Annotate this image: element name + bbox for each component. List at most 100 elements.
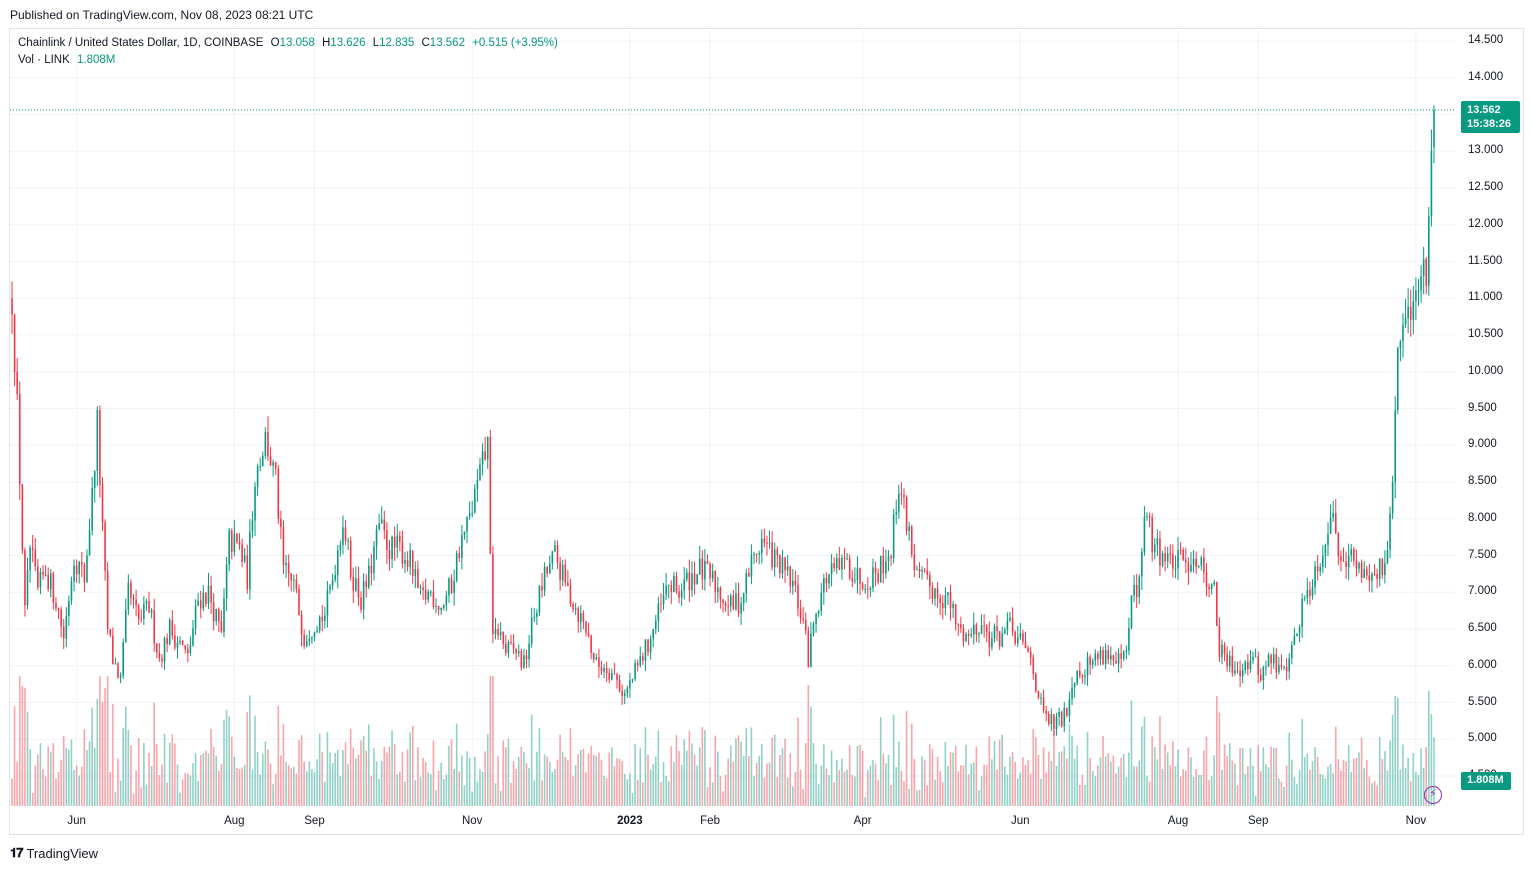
candle-body bbox=[530, 617, 533, 644]
volume-bar bbox=[579, 750, 582, 806]
volume-bar bbox=[882, 753, 885, 806]
volume-bar bbox=[148, 752, 150, 806]
candle-body bbox=[598, 657, 600, 668]
candle-body bbox=[934, 588, 936, 599]
volume-bar bbox=[47, 746, 49, 806]
candle-body bbox=[758, 553, 760, 555]
volume-bar bbox=[724, 774, 727, 806]
volume-bar bbox=[872, 760, 874, 806]
volume-bar bbox=[324, 781, 326, 806]
volume-bar bbox=[417, 747, 419, 806]
candle-body bbox=[1120, 653, 1122, 659]
candle-body bbox=[65, 615, 68, 639]
volume-bar bbox=[1241, 748, 1244, 806]
volume-bar bbox=[259, 774, 262, 806]
volume-bar bbox=[908, 788, 910, 806]
volume-bar bbox=[1397, 697, 1399, 806]
candle-body bbox=[1004, 629, 1006, 634]
volume-bar bbox=[505, 747, 507, 806]
candle-body bbox=[1241, 670, 1244, 677]
candle-body bbox=[83, 564, 86, 582]
volume-bar bbox=[1166, 752, 1169, 806]
candle-body bbox=[202, 592, 205, 609]
volume-bar bbox=[1190, 757, 1192, 806]
volume-bar bbox=[357, 754, 360, 806]
volume-bar bbox=[722, 791, 724, 806]
candle-body bbox=[967, 634, 970, 636]
volume-bar bbox=[613, 766, 616, 806]
candle-body bbox=[1081, 675, 1084, 678]
candle-body bbox=[1347, 555, 1350, 567]
candle-body bbox=[1063, 708, 1066, 727]
volume-bar bbox=[189, 775, 192, 806]
volume-bar bbox=[1306, 753, 1309, 806]
volume-bar bbox=[1156, 759, 1159, 806]
candle-body bbox=[249, 531, 251, 590]
volume-bar bbox=[970, 763, 973, 806]
candle-body bbox=[745, 572, 748, 594]
candle-body bbox=[1210, 584, 1213, 589]
volume-bar bbox=[391, 730, 393, 806]
volume-bar bbox=[631, 793, 634, 806]
volume-bar bbox=[106, 676, 109, 806]
candle-body bbox=[554, 545, 556, 552]
volume-bar bbox=[378, 778, 380, 806]
volume-bar bbox=[1288, 732, 1291, 806]
volume-bar bbox=[980, 776, 983, 806]
candle-body bbox=[1107, 650, 1110, 660]
candle-body bbox=[626, 688, 629, 694]
volume-bar bbox=[799, 769, 802, 806]
candle-body bbox=[1252, 657, 1254, 661]
candle-body bbox=[411, 550, 414, 576]
y-tick-label: 7.500 bbox=[1468, 548, 1497, 561]
volume-bar bbox=[773, 734, 776, 806]
volume-bar bbox=[779, 755, 781, 806]
candle-body bbox=[1365, 569, 1368, 576]
volume-bar bbox=[349, 728, 352, 806]
lightning-icon[interactable]: ⚡ bbox=[1424, 786, 1442, 804]
candle-body bbox=[166, 638, 168, 645]
candle-body bbox=[859, 568, 861, 584]
volume-bar bbox=[42, 769, 44, 806]
candle-body bbox=[660, 603, 662, 605]
candle-body bbox=[380, 519, 383, 524]
published-caption: Published on TradingView.com, Nov 08, 20… bbox=[10, 8, 314, 22]
candle-body bbox=[533, 616, 536, 618]
volume-bar bbox=[489, 676, 492, 806]
volume-bar bbox=[748, 756, 750, 806]
volume-bar bbox=[1371, 783, 1373, 806]
volume-bar bbox=[621, 760, 623, 806]
volume-bar bbox=[1283, 786, 1285, 806]
candle-body bbox=[373, 546, 375, 574]
candle-body bbox=[1309, 589, 1311, 597]
volume-bar bbox=[130, 745, 132, 806]
candle-body bbox=[331, 579, 334, 586]
candle-body bbox=[810, 633, 812, 668]
candle-body bbox=[941, 603, 944, 608]
candle-body bbox=[590, 635, 592, 653]
volume-bar bbox=[1226, 755, 1228, 806]
candle-body bbox=[187, 649, 189, 653]
volume-bar bbox=[267, 749, 269, 806]
volume-bar bbox=[362, 736, 365, 806]
y-tick-label: 14.500 bbox=[1468, 34, 1504, 46]
volume-bar bbox=[740, 741, 742, 806]
candle-body bbox=[1296, 633, 1298, 636]
candle-body bbox=[494, 629, 497, 635]
volume-bar bbox=[272, 784, 274, 806]
volume-bar bbox=[1363, 767, 1365, 806]
volume-bar bbox=[153, 702, 156, 806]
candle-body bbox=[585, 621, 587, 633]
candle-body bbox=[298, 588, 300, 615]
candle-body bbox=[75, 565, 78, 575]
candle-body bbox=[647, 639, 649, 653]
volume-bar bbox=[952, 752, 954, 806]
volume-bar bbox=[223, 719, 225, 806]
candle-body bbox=[1428, 216, 1430, 286]
y-tick-label: 5.000 bbox=[1468, 732, 1497, 745]
candle-body bbox=[215, 609, 218, 622]
candle-body bbox=[815, 613, 817, 624]
volume-bar bbox=[264, 741, 267, 806]
candle-body bbox=[303, 634, 305, 647]
